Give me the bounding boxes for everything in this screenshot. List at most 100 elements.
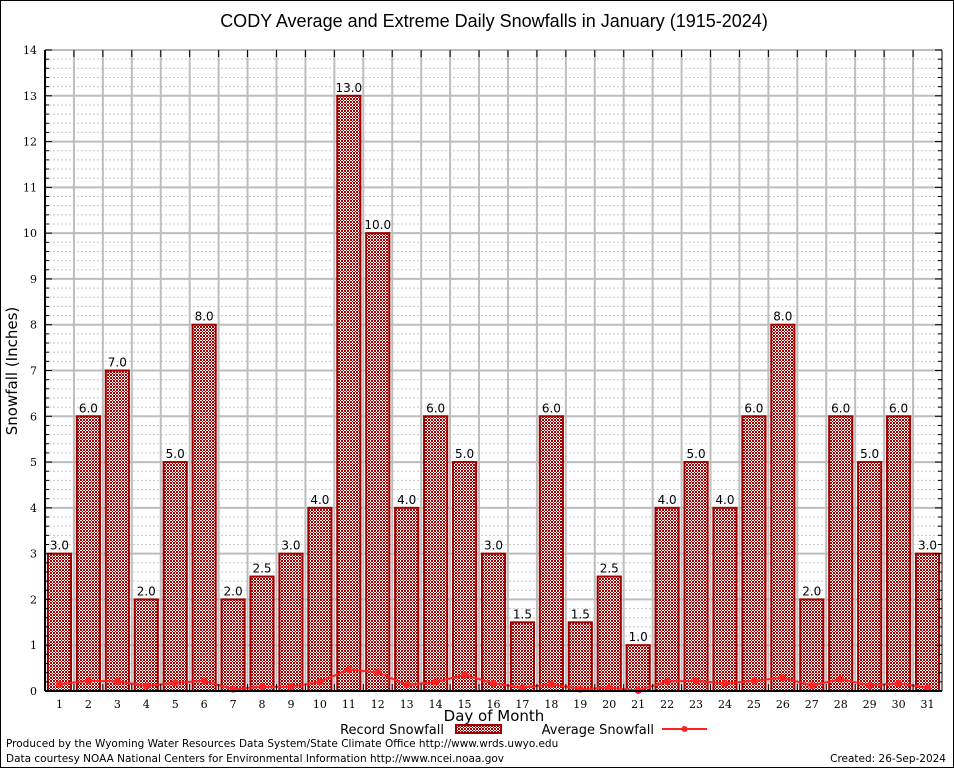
y-tick-label: 5 — [30, 456, 37, 469]
bar-value-label: 4.0 — [310, 493, 329, 507]
average-marker — [866, 682, 874, 690]
record-bar — [683, 461, 709, 693]
x-tick-label: 6 — [201, 698, 208, 711]
x-tick-label: 13 — [400, 698, 414, 711]
y-tick-label: 3 — [30, 548, 37, 561]
plot-axes — [44, 49, 943, 692]
average-marker — [750, 677, 758, 685]
average-marker — [490, 679, 497, 687]
bar-value-label: 2.0 — [224, 584, 243, 598]
y-tick-label: 13 — [23, 90, 37, 103]
bar-value-label: 8.0 — [195, 310, 214, 324]
x-axis-label: Day of Month — [444, 707, 545, 725]
record-bar — [336, 94, 362, 693]
y-tick-label: 8 — [30, 319, 37, 332]
bar-value-label: 3.0 — [50, 539, 69, 553]
x-tick-label: 12 — [371, 698, 385, 711]
record-bar — [133, 598, 159, 693]
legend-record-label: Record Snowfall — [340, 723, 444, 738]
bar-value-label: 6.0 — [79, 401, 98, 415]
average-marker — [142, 682, 150, 690]
record-bar — [75, 415, 101, 692]
y-axis-label: Snowfall (Inches) — [3, 307, 21, 435]
average-marker — [461, 671, 469, 679]
average-marker — [258, 683, 266, 691]
x-tick-label: 21 — [631, 698, 645, 711]
bar-value-label: 13.0 — [335, 81, 362, 95]
record-bar — [741, 415, 767, 692]
record-bar — [596, 575, 622, 692]
x-tick-label: 5 — [172, 698, 179, 711]
average-marker — [55, 680, 63, 688]
y-tick-label: 10 — [23, 227, 37, 240]
x-tick-label: 28 — [834, 698, 848, 711]
bar-value-label: 5.0 — [687, 447, 706, 461]
average-marker — [721, 679, 729, 687]
legend-average-label: Average Snowfall — [542, 723, 654, 738]
bar-value-label: 1.0 — [629, 630, 648, 644]
x-tick-label: 2 — [85, 698, 92, 711]
x-tick-label: 16 — [487, 698, 501, 711]
average-marker — [692, 677, 700, 685]
legend: Record Snowfall Average Snowfall — [340, 723, 707, 738]
y-tick-label: 2 — [30, 593, 37, 606]
average-marker — [345, 665, 353, 673]
x-tick-label: 30 — [892, 698, 906, 711]
x-tick-label: 20 — [602, 698, 616, 711]
record-bar — [914, 552, 941, 693]
x-tick-label: 14 — [429, 698, 443, 711]
record-bar — [857, 461, 883, 693]
x-tick-label: 26 — [776, 698, 790, 711]
average-marker — [605, 684, 613, 692]
bar-value-label: 6.0 — [744, 401, 763, 415]
x-tick-label: 4 — [143, 698, 150, 711]
record-bar — [828, 415, 854, 692]
record-bar — [307, 506, 333, 692]
bar-value-label: 7.0 — [108, 356, 127, 370]
average-marker — [779, 674, 787, 682]
record-bar — [104, 369, 130, 692]
average-marker — [171, 679, 179, 687]
x-tick-label: 23 — [689, 698, 703, 711]
record-bars — [46, 94, 941, 693]
bar-value-label: 5.0 — [166, 447, 185, 461]
legend-record-swatch — [455, 724, 502, 734]
record-bar — [220, 598, 246, 693]
average-marker — [547, 680, 555, 688]
average-marker — [432, 678, 440, 686]
average-marker — [316, 678, 324, 686]
record-bar — [249, 575, 275, 692]
average-marker — [84, 677, 92, 685]
record-bar — [770, 323, 796, 692]
y-tick-label: 0 — [30, 685, 37, 698]
average-marker — [287, 683, 295, 691]
record-bar — [886, 415, 912, 692]
record-bar — [394, 506, 420, 692]
record-bar — [799, 598, 825, 693]
bar-value-label: 3.0 — [281, 539, 300, 553]
bar-value-label: 6.0 — [889, 401, 908, 415]
y-tick-label: 4 — [30, 502, 37, 515]
average-marker — [113, 677, 121, 685]
x-tick-label: 27 — [805, 698, 819, 711]
y-tick-label: 1 — [30, 639, 37, 652]
record-bar — [712, 506, 738, 692]
average-marker — [200, 677, 208, 685]
record-bar — [278, 552, 304, 693]
record-bar — [480, 552, 507, 693]
x-tick-label: 29 — [863, 698, 877, 711]
average-marker — [808, 682, 816, 690]
y-tick-label: 6 — [30, 410, 37, 423]
x-tick-label: 10 — [313, 698, 327, 711]
average-marker — [895, 679, 903, 687]
average-marker — [374, 668, 382, 676]
bar-value-label: 1.5 — [571, 607, 590, 621]
x-tick-label: 24 — [718, 698, 732, 711]
bar-value-labels: 3.0 6.0 7.0 2.0 5.0 8.0 2.0 2.5 3.0 4.0 13.0 10.0 4.… — [50, 81, 937, 644]
bar-value-label: 6.0 — [831, 401, 850, 415]
bar-value-label: 10.0 — [364, 218, 391, 232]
x-tick-label: 11 — [342, 698, 356, 711]
bar-value-label: 4.0 — [715, 493, 734, 507]
